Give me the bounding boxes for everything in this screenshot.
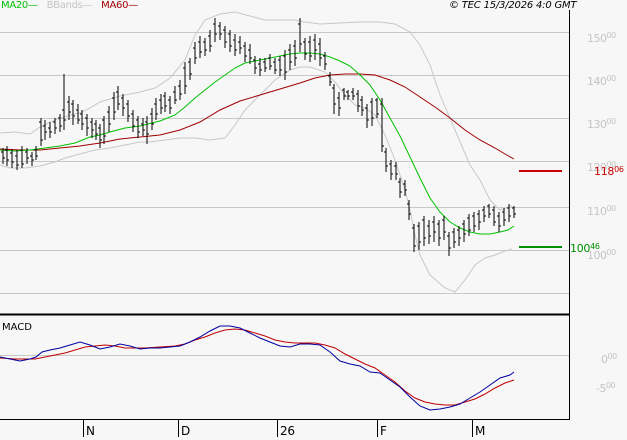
macd-label-zero: 000 xyxy=(601,352,617,366)
lower-marker-value: 10046 xyxy=(570,242,600,255)
upper-marker-value: 11806 xyxy=(594,165,624,178)
price-label-150: 15000 xyxy=(587,31,616,45)
legend-ma20: MA20— xyxy=(1,0,38,11)
price-label-100: 10000 xyxy=(587,248,616,262)
price-bars xyxy=(1,18,516,256)
x-label-2026: 26 xyxy=(280,424,295,438)
price-label-140: 14000 xyxy=(587,74,616,88)
price-label-120: 12000 xyxy=(587,160,616,174)
price-label-110: 11000 xyxy=(587,204,616,218)
price-label-130: 13000 xyxy=(587,117,616,131)
price-gridlines xyxy=(0,32,569,294)
x-axis-ticks xyxy=(83,420,473,437)
macd-panel-title: MACD xyxy=(2,322,32,333)
x-label-mar: M xyxy=(475,424,486,438)
macd-label-minus5: -500 xyxy=(596,381,616,395)
chart-legend: MA20— BBands— MA60— xyxy=(1,0,144,11)
copyright-timestamp: © TEC 15/3/2026 4:0 GMT xyxy=(449,0,577,11)
macd-signal-line xyxy=(0,328,515,406)
macd-line xyxy=(0,325,515,411)
x-label-feb: F xyxy=(380,424,387,438)
x-label-nov: N xyxy=(86,424,95,438)
legend-ma60: MA60— xyxy=(101,0,138,11)
legend-bbands: BBands— xyxy=(46,0,93,11)
x-label-dec: D xyxy=(181,424,190,438)
ma20-line xyxy=(0,52,515,235)
